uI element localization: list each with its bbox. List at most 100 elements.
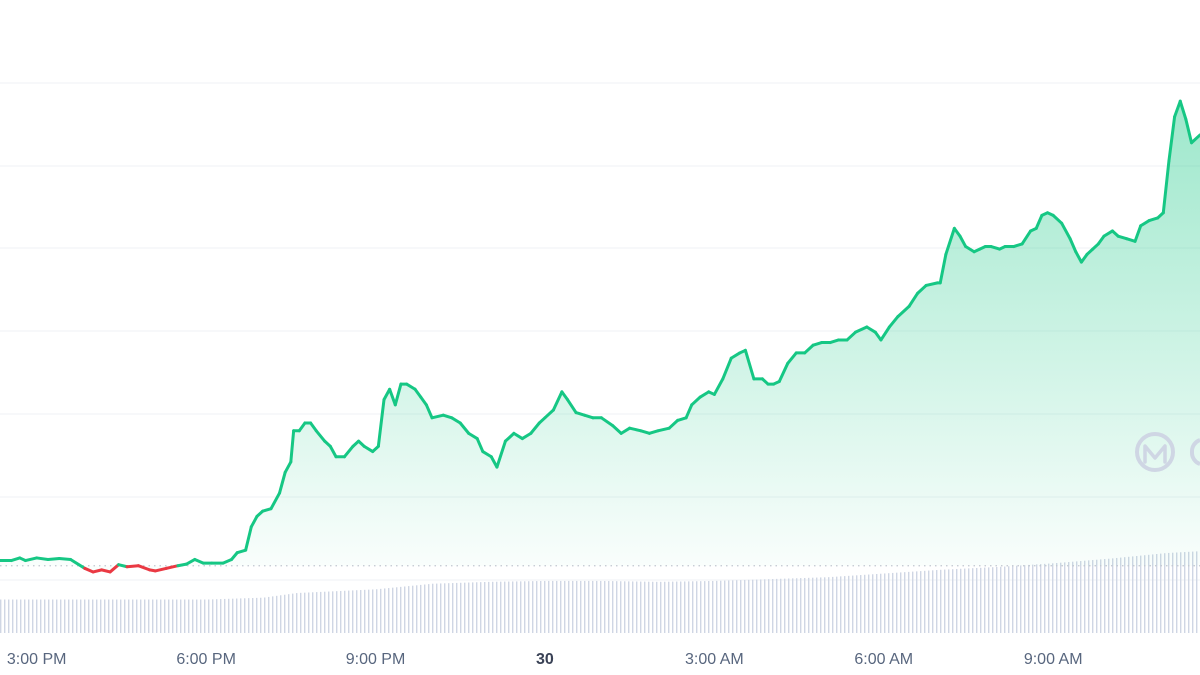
price-line-segment <box>1096 234 1106 246</box>
volume-bar <box>872 574 874 633</box>
volume-bar <box>336 591 338 633</box>
volume-bar <box>752 579 754 633</box>
volume-bar <box>236 598 238 633</box>
volume-bar <box>788 578 790 633</box>
volume-bar <box>1140 555 1142 633</box>
price-line-segment <box>388 387 397 407</box>
x-tick-label: 9:00 AM <box>1024 651 1083 668</box>
volume-bar <box>340 590 342 633</box>
price-line-segment <box>698 390 711 399</box>
x-tick-label: 6:00 PM <box>176 651 236 668</box>
volume-bar <box>192 599 194 633</box>
volume-bar <box>100 599 102 633</box>
volume-bar <box>1184 552 1186 633</box>
price-line-segment <box>667 418 680 430</box>
volume-bar <box>968 568 970 633</box>
volume-bar <box>80 599 82 633</box>
volume-bar <box>836 576 838 633</box>
volume-bar <box>132 599 134 633</box>
volume-bar <box>252 598 254 633</box>
volume-bar <box>180 599 182 633</box>
volume-bar <box>328 591 330 633</box>
price-line-segment <box>419 395 428 407</box>
logo-ring <box>1135 432 1175 472</box>
price-line-segment <box>83 566 95 574</box>
volume-bar <box>556 580 558 633</box>
volume-bar <box>532 581 534 633</box>
price-line-segment <box>907 291 920 308</box>
price-line-segment <box>405 382 417 391</box>
volume-bar <box>1100 559 1102 633</box>
price-line-segment <box>854 325 869 334</box>
price-line-segment <box>944 226 956 256</box>
price-line-segment <box>249 514 259 529</box>
volume-bar <box>240 598 242 633</box>
volume-bar <box>44 599 46 633</box>
volume-bar <box>512 581 514 633</box>
volume-bar <box>676 581 678 633</box>
volume-bar <box>1132 556 1134 633</box>
volume-bar <box>1096 559 1098 633</box>
volume-bar <box>480 582 482 633</box>
volume-bar <box>864 574 866 633</box>
volume-bar <box>476 582 478 633</box>
volume-bar <box>356 590 358 633</box>
price-line-segment <box>952 226 962 238</box>
volume-bar <box>264 597 266 633</box>
volume-bar <box>804 577 806 633</box>
volume-bar <box>440 583 442 633</box>
volume-bar <box>1004 566 1006 633</box>
volume-bar <box>1028 564 1030 633</box>
volume-bar <box>12 599 14 633</box>
price-line-segment <box>1020 229 1033 246</box>
volume-bar <box>552 580 554 633</box>
volume-bar <box>292 593 294 633</box>
volume-bar <box>360 590 362 633</box>
price-line-segment <box>1184 117 1194 145</box>
volume-bar <box>1084 560 1086 633</box>
volume-bar <box>284 594 286 633</box>
volume-bar <box>272 596 274 633</box>
volume-bar <box>1176 552 1178 633</box>
volume-bar <box>840 576 842 633</box>
volume-bar <box>108 599 110 633</box>
volume-bar <box>444 583 446 633</box>
price-line-segment <box>328 444 338 459</box>
volume-bar <box>664 581 666 633</box>
price-line[interactable] <box>0 99 1200 574</box>
volume-bar <box>396 587 398 633</box>
volume-bar <box>548 580 550 633</box>
volume-bar <box>624 581 626 633</box>
volume-bar <box>488 581 490 633</box>
volume-bar <box>620 581 622 633</box>
price-line-segment <box>244 525 253 552</box>
price-line-segment <box>165 564 180 570</box>
volume-bar <box>716 580 718 633</box>
price-line-segment <box>786 351 798 365</box>
price-line-segment <box>712 377 725 396</box>
price-line-segment <box>393 382 403 407</box>
volume-bar <box>1044 563 1046 633</box>
volume-bar <box>256 597 258 633</box>
volume-bar <box>0 599 2 633</box>
volume-bar <box>36 599 38 633</box>
volume-bar <box>384 588 386 633</box>
price-line-segment <box>543 408 555 420</box>
price-line-segment <box>297 421 307 433</box>
volume-bar <box>628 581 630 633</box>
volume-bar <box>1060 562 1062 633</box>
volume-bar <box>748 579 750 633</box>
volume-bar <box>412 585 414 633</box>
volume-bar <box>692 581 694 633</box>
volume-bar <box>424 584 426 633</box>
price-line-segment <box>743 348 756 381</box>
volume-bar <box>1052 563 1054 633</box>
volume-bar <box>200 599 202 633</box>
volume-bar <box>608 581 610 633</box>
price-line-segment <box>845 330 858 342</box>
price-line-segment <box>690 395 702 407</box>
volume-bar <box>168 599 170 633</box>
x-axis-ticks: 3:00 PM 6:00 PM 9:00 PM 30 3:00 AM 6:00 AM 9:0… <box>7 651 1083 668</box>
volume-bar <box>800 578 802 633</box>
